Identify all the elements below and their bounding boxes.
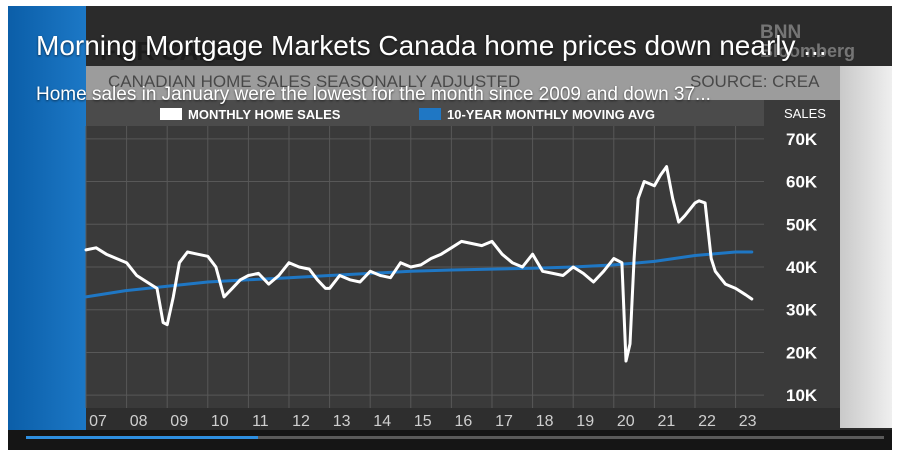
- series-layer: [84, 165, 754, 363]
- x-tick-label: 15: [414, 413, 432, 430]
- bnn-bloomberg-logo: BNN Bloomberg: [760, 22, 856, 61]
- x-tick-label: 07: [89, 413, 107, 430]
- video-title: Morning Mortgage Markets Canada home pri…: [36, 30, 827, 61]
- x-tick-label: 20: [617, 413, 635, 430]
- x-tick-label: 19: [576, 413, 594, 430]
- progress-fill: [26, 436, 258, 439]
- y-axis-ticks: 10K 20K 30K 40K 50K 60K 70K: [786, 130, 818, 405]
- y-axis-area: [764, 100, 840, 408]
- progress-bar[interactable]: [26, 436, 884, 439]
- x-tick-label: 14: [373, 413, 391, 430]
- graphic-subhead: CANADIAN HOME SALES SEASONALLY ADJUSTED: [108, 72, 521, 91]
- chart: MONTHLY HOME SALES 10-YEAR MONTHLY MOVIN…: [84, 66, 840, 430]
- graphic-headline: FOR SALE?: [100, 36, 248, 66]
- x-tick-label: 10: [211, 413, 229, 430]
- legend-label-avg: 10-YEAR MONTHLY MOVING AVG: [447, 107, 655, 122]
- x-tick-label: 18: [536, 413, 554, 430]
- graphic-source: SOURCE: CREA: [690, 72, 820, 91]
- video-player[interactable]: MONTHLY HOME SALES 10-YEAR MONTHLY MOVIN…: [8, 6, 892, 450]
- studio-blue-panel: [8, 6, 86, 430]
- y-tick-label: 40K: [786, 258, 818, 277]
- x-tick-label: 13: [333, 413, 351, 430]
- logo-line-1: BNN: [760, 22, 802, 43]
- x-tick-label: 21: [658, 413, 676, 430]
- y-tick-label: 70K: [786, 130, 818, 149]
- chart-header-bar: [86, 66, 840, 100]
- chart-legend-bar: [86, 100, 840, 126]
- studio-right-panel: [840, 66, 892, 428]
- x-tick-label: 23: [739, 413, 757, 430]
- y-axis-unit-label: SALES: [784, 106, 826, 121]
- series-line-monthly-home-sales: [84, 165, 754, 363]
- video-subtitle: Home sales in January were the lowest fo…: [36, 84, 711, 105]
- x-tick-label: 22: [698, 413, 716, 430]
- x-axis-ticks: 07 08 09 10 11 12 13 14 15 16 17 18 19 20 21 22 23: [89, 413, 756, 430]
- y-tick-label: 60K: [786, 173, 818, 192]
- legend-swatch-sales: [160, 108, 182, 120]
- player-control-bar: [8, 430, 892, 450]
- grid: [85, 126, 764, 408]
- x-tick-label: 16: [455, 413, 473, 430]
- logo-line-2: Bloomberg: [760, 41, 856, 61]
- x-tick-label: 08: [130, 413, 148, 430]
- y-tick-label: 20K: [786, 344, 818, 363]
- y-tick-label: 50K: [786, 215, 818, 234]
- y-tick-label: 30K: [786, 301, 818, 320]
- legend-swatch-avg: [419, 108, 441, 120]
- x-tick-label: 17: [495, 413, 513, 430]
- y-tick-label: 10K: [786, 386, 818, 405]
- legend-label-sales: MONTHLY HOME SALES: [188, 107, 341, 122]
- x-tick-label: 09: [170, 413, 188, 430]
- x-tick-label: 11: [252, 413, 269, 430]
- x-axis-area: [86, 408, 840, 430]
- series-line-moving-average: [84, 250, 754, 299]
- x-tick-label: 12: [292, 413, 310, 430]
